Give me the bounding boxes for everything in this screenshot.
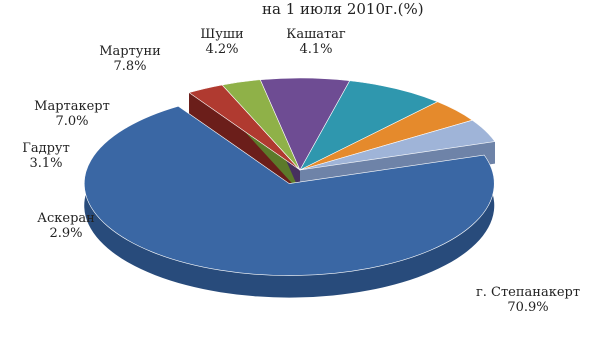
slice-value-label: 4.2% <box>205 42 238 57</box>
slice-value-label: 7.8% <box>113 59 146 74</box>
slice-value-label: 4.1% <box>299 42 332 57</box>
slice-label: Аскеран <box>37 211 95 226</box>
slice-value-label: 3.1% <box>29 156 62 171</box>
slice-label: Гадрут <box>22 141 70 156</box>
slice-value-label: 70.9% <box>507 300 548 315</box>
slice-label: Мартуни <box>99 44 161 59</box>
pie-slice <box>299 119 496 171</box>
slice-label: г. Степанакерт <box>476 285 580 300</box>
pie-slice <box>299 80 439 171</box>
slice-label: Мартакерт <box>34 99 110 114</box>
slice-label: Кашатаг <box>286 27 346 42</box>
chart-title-fragment: на 1 июля 2010г.(%) <box>262 0 424 18</box>
slice-value-label: 2.9% <box>49 226 82 241</box>
pie-slice-wall <box>189 92 300 192</box>
slice-label: Шуши <box>200 27 243 42</box>
slice-value-label: 7.0% <box>55 114 88 129</box>
pie-slice <box>83 105 495 276</box>
